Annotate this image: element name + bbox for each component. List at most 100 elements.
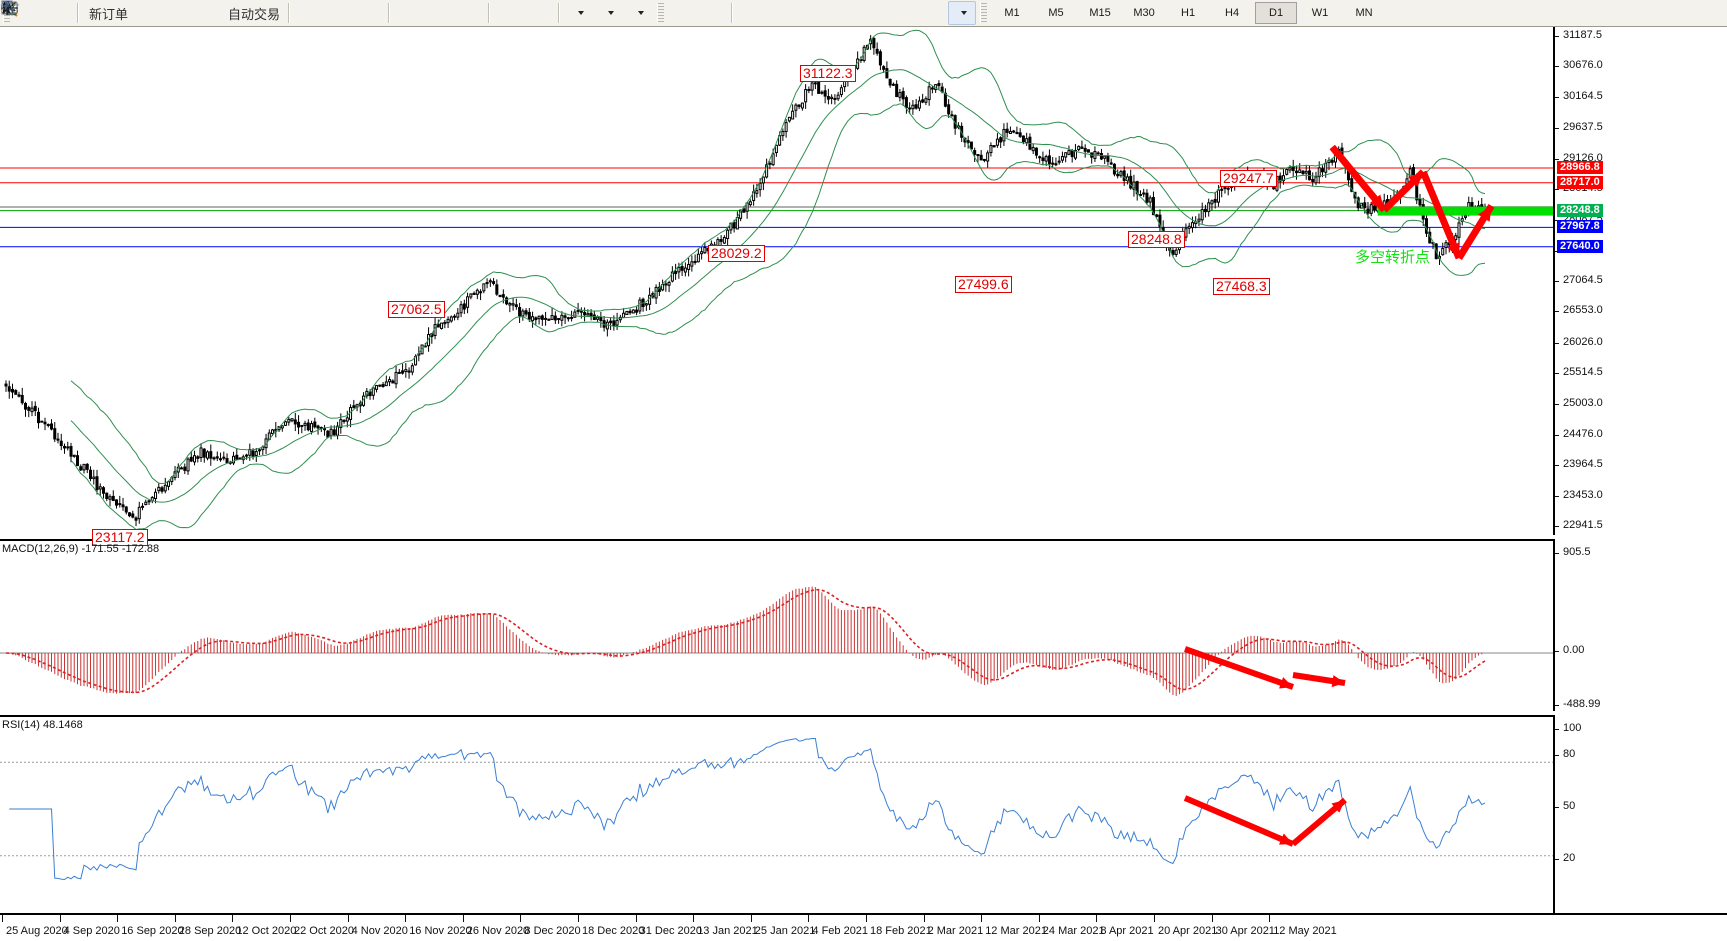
candle-body (378, 384, 382, 387)
horizontal-line-icon[interactable] (2, 1, 796, 25)
date-axis-tick (1038, 915, 1040, 922)
timeframe-m1[interactable]: M1 (1004, 7, 1020, 19)
grid-icon[interactable] (1, 1, 483, 25)
candle-body (391, 380, 395, 384)
candle-body (251, 450, 255, 457)
candle-body (284, 421, 288, 426)
timeframe-h1[interactable]: H1 (1181, 7, 1196, 19)
bar-chart-icon[interactable] (2, 1, 323, 25)
price-level-tag-green[interactable]: 28248.8 (1557, 203, 1603, 217)
timeframe-m30[interactable]: M30 (1133, 7, 1155, 19)
price-axis-tick (1555, 128, 1559, 130)
cursor-icon[interactable] (3, 1, 696, 25)
expert-advisor-icon[interactable]: 自动交易 (1, 1, 283, 25)
candle-body (839, 87, 843, 96)
candle-body (1070, 149, 1074, 158)
timeframe-m15[interactable]: M15 (1089, 7, 1111, 19)
rsi-pane[interactable]: RSI(14) 48.1468 (0, 715, 1555, 917)
price-level-tag-blue[interactable]: 27640.0 (1557, 239, 1603, 253)
folder-icon[interactable] (0, 1, 161, 25)
macd-axis[interactable]: 905.5 0.00 -488.99 (1553, 539, 1727, 711)
candle-body (1369, 204, 1373, 214)
date-axis-label: 4 Nov 2020 (351, 925, 408, 937)
price-level-tag-red[interactable]: 28717.0 (1557, 175, 1603, 189)
chevron-down-icon[interactable] (607, 11, 614, 15)
candle-body (108, 496, 112, 500)
timeframe-h4[interactable]: H4 (1225, 7, 1240, 19)
candle-body (573, 311, 577, 318)
main-toolbar: 新订单 自动交易 (0, 0, 1727, 27)
templates-button[interactable] (1, 1, 653, 25)
line-chart-icon[interactable] (2, 1, 383, 25)
candle-body (1190, 222, 1194, 229)
candle-body (583, 311, 587, 316)
candle-body (186, 458, 190, 472)
indicators-button[interactable] (1, 1, 593, 25)
terminal-icon[interactable] (2, 1, 191, 25)
price-axis-label: 25514.5 (1563, 366, 1603, 379)
candle-body (891, 83, 895, 86)
candle-body (1330, 159, 1334, 163)
text-icon[interactable]: A (2, 1, 916, 25)
zoom-in-icon[interactable] (1, 1, 423, 25)
price-pane[interactable] (0, 27, 1555, 535)
toolbar-grip[interactable] (980, 3, 988, 23)
date-axis-label: 25 Aug 2020 (6, 925, 68, 937)
toolbar-grip[interactable] (657, 3, 665, 23)
vertical-line-icon[interactable] (6, 1, 766, 25)
price-level-tag-red[interactable]: 28966.8 (1557, 160, 1603, 174)
timeframe-d1[interactable]: D1 (1255, 2, 1298, 24)
shapes-icon[interactable] (2, 1, 977, 25)
candle-body (1372, 205, 1376, 211)
trendline-icon[interactable] (2, 1, 826, 25)
candle-body (986, 152, 990, 162)
candle-body (89, 469, 93, 480)
candle-body (488, 280, 492, 283)
candle-body (1184, 228, 1188, 238)
candle-body (466, 296, 470, 308)
candle-body (1129, 175, 1133, 189)
crosshair-icon[interactable] (2, 1, 726, 25)
macd-pane[interactable]: MACD(12,26,9) -171.55 -172.88 (0, 539, 1555, 713)
annotation-arrow-down-1 (1329, 144, 1387, 213)
candle-body (102, 487, 106, 494)
candle-body (1454, 235, 1458, 241)
candle-body (683, 267, 687, 273)
date-axis-tick (520, 915, 522, 922)
candle-body (693, 260, 697, 263)
new-order-button[interactable]: 新订单 (1, 0, 131, 25)
candle-body (820, 91, 824, 94)
period-button[interactable] (1, 1, 623, 25)
timeframe-w1[interactable]: W1 (1311, 7, 1329, 19)
chevron-down-icon[interactable] (577, 11, 584, 15)
zoom-out-icon[interactable] (1, 1, 453, 25)
elliott-wave-icon[interactable]: E (2, 1, 856, 25)
candle-body (443, 321, 447, 325)
search-chart-icon[interactable] (1, 1, 72, 25)
timeframe-mn[interactable]: MN (1355, 7, 1373, 19)
candlestick-chart-icon[interactable] (2, 1, 353, 25)
auto-trading-label: 自动交易 (228, 7, 281, 23)
candle-body (76, 455, 80, 467)
fibonacci-icon[interactable]: F (3, 1, 886, 25)
rsi-line (9, 738, 1486, 881)
chevron-down-icon[interactable] (960, 11, 967, 15)
price-level-tag-blue[interactable]: 27967.8 (1557, 220, 1603, 234)
candle-body (479, 291, 483, 294)
candle-body (1067, 150, 1071, 155)
rsi-axis[interactable]: 100 80 50 20 (1553, 715, 1727, 915)
text-label-icon[interactable]: T (1, 1, 946, 25)
candle-body (397, 371, 401, 374)
signal-icon[interactable] (2, 1, 221, 25)
date-axis[interactable]: 25 Aug 2020 4 Sep 2020 16 Sep 2020 28 Sep 2… (0, 913, 1727, 941)
candle-body (193, 455, 197, 463)
candle-body (72, 454, 76, 457)
timeframe-m5[interactable]: M5 (1048, 7, 1064, 19)
macd-axis-label: 905.5 (1563, 546, 1591, 558)
candle-body (1203, 208, 1207, 213)
candle-body (609, 320, 613, 324)
auto-scroll-icon[interactable] (2, 1, 523, 25)
price-axis[interactable]: 31187.530676.030164.529637.529126.028614… (1553, 27, 1727, 535)
chart-shift-icon[interactable] (2, 1, 553, 25)
chevron-down-icon[interactable] (637, 11, 644, 15)
